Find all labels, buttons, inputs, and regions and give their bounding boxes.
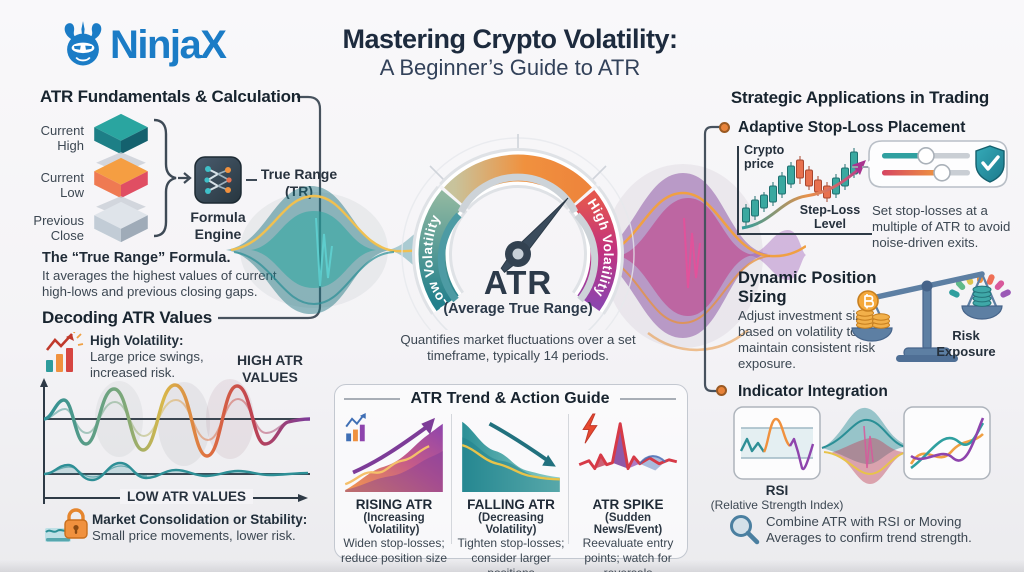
rsi-chart-panel	[733, 406, 821, 480]
shield-check-icon	[975, 145, 1005, 183]
high-volatility-desc: Large price swings, increased risk.	[90, 349, 204, 381]
decoding-heading: Decoding ATR Values	[42, 308, 213, 327]
bitcoin-coin-icon	[857, 290, 879, 312]
right-connector-line	[703, 125, 726, 393]
atr-spike-subtitle: (Sudden News/Event)	[593, 512, 663, 536]
moving-averages-panel	[903, 406, 991, 480]
brand-name: NinjaX	[110, 23, 227, 67]
high-atr-label: HIGH ATR VALUES	[236, 352, 304, 385]
indicator-desc: Combine ATR with RSI or Moving Averages …	[766, 514, 972, 546]
applications-heading: Strategic Applications in Trading	[730, 88, 990, 107]
title-line-2: A Beginner’s Guide to ATR	[379, 55, 641, 80]
rising-atr-desc: Widen stop-losses; reduce position size	[340, 536, 448, 565]
action-guide-heading: ATR Trend & Action Guide	[410, 390, 610, 407]
magnifier-icon	[730, 515, 760, 545]
falling-atr-subtitle: (Decreasing Volatility)	[478, 512, 544, 536]
input-label-current-high: Current High	[40, 123, 84, 153]
indicator-bullet	[716, 385, 727, 396]
price-stack-diagram	[94, 113, 148, 243]
dotted-connector	[852, 166, 868, 168]
multi-wave-decoration	[821, 407, 911, 484]
slider-knob-2	[933, 163, 951, 182]
action-guide-item-rising: RISING ATR (Increasing Volatility) Widen…	[340, 412, 448, 566]
action-guide-heading-row: ATR Trend & Action Guide	[344, 390, 677, 408]
stop-loss-title: Adaptive Stop-Loss Placement	[738, 119, 966, 136]
fundamentals-heading: ATR Fundamentals & Calculation	[40, 87, 301, 106]
heading-line-left	[344, 398, 401, 400]
position-sizing-desc: Adjust investment size based on volatili…	[738, 308, 876, 372]
connector-dash	[246, 179, 257, 182]
action-guide-item-spike: ATR SPIKE (Sudden News/Event) Reevaluate…	[574, 412, 682, 572]
balance-scale-icon	[851, 271, 1011, 362]
action-guide-divider	[451, 414, 452, 544]
purple-wave-decoration	[593, 164, 806, 352]
slider-track-2	[882, 163, 970, 182]
brace-and-arrow	[153, 118, 192, 238]
crypto-price-candlestick-chart	[737, 146, 872, 235]
falling-atr-chart-icon	[461, 421, 560, 492]
rsi-sublabel: (Relative Strength Index)	[710, 498, 844, 512]
title-line-1: Mastering Crypto Volatility:	[342, 24, 678, 54]
rising-atr-title: RISING ATR	[355, 497, 433, 512]
indicator-title: Indicator Integration	[738, 383, 888, 400]
atr-spike-desc: Reevaluate entry points; watch for rever…	[582, 536, 674, 572]
gauge-desc: Quantifies market fluctuations over a se…	[400, 332, 636, 364]
action-guide-item-falling: FALLING ATR (Decreasing Volatility) Tigh…	[457, 412, 565, 572]
left-connector-bracket	[218, 95, 322, 320]
rising-atr-chart-icon	[344, 412, 443, 492]
stop-loss-level-label: Step-Loss Level	[799, 203, 861, 232]
gauge-subtitle: (Average True Range)	[443, 301, 593, 317]
falling-atr-title: FALLING ATR	[467, 497, 555, 512]
brand-logo: NinjaX	[60, 20, 227, 70]
stop-loss-bullet	[719, 122, 730, 133]
input-label-current-low: Current Low	[40, 170, 84, 200]
slider-knob-1	[917, 147, 935, 165]
rising-atr-subtitle: (Increasing Volatility)	[363, 512, 425, 536]
market-stability-lock-icon	[45, 508, 88, 542]
heading-line-right	[619, 398, 677, 400]
formula-engine-icon	[194, 156, 242, 204]
ninja-icon	[64, 21, 102, 66]
stop-loss-desc: Set stop-losses at a multiple of ATR to …	[872, 203, 1011, 251]
position-sizing-title: Dynamic Position Sizing	[738, 269, 877, 306]
action-guide-divider	[568, 414, 569, 544]
low-atr-label: LOW ATR VALUES	[120, 489, 253, 504]
high-volatility-title: High Volatility:	[90, 333, 184, 348]
gauge-title: ATR	[483, 264, 553, 301]
stop-loss-sliders-panel	[868, 140, 1008, 188]
atr-gauge: Low Volatility High Volatility	[401, 134, 635, 330]
atr-wave-chart	[40, 378, 311, 504]
true-range-label: True Range (TR)	[260, 166, 338, 199]
atr-spike-title: ATR SPIKE	[592, 497, 664, 512]
market-stability-desc: Small price movements, lower risk.	[92, 528, 296, 543]
page-title: Mastering Crypto Volatility: A Beginner’…	[320, 24, 700, 81]
gauge-needle	[500, 197, 569, 274]
bottom-shadow	[0, 560, 1024, 572]
formula-title: The “True Range” Formula.	[42, 250, 231, 266]
atr-spike-chart-icon	[578, 413, 678, 471]
slider-track-1	[882, 147, 970, 165]
engine-label: Formula Engine	[190, 209, 246, 242]
crypto-price-label: Crypto price	[744, 143, 785, 172]
risk-exposure-label: Risk Exposure	[936, 328, 996, 359]
input-label-previous-close: Previous Close	[33, 213, 84, 243]
formula-desc: It averages the highest values of curren…	[42, 268, 277, 300]
falling-atr-desc: Tighten stop-losses; consider larger pos…	[457, 536, 565, 572]
market-stability-title: Market Consolidation or Stability:	[92, 512, 308, 527]
high-volatility-icon	[45, 332, 84, 372]
rsi-label: RSI	[765, 483, 789, 498]
